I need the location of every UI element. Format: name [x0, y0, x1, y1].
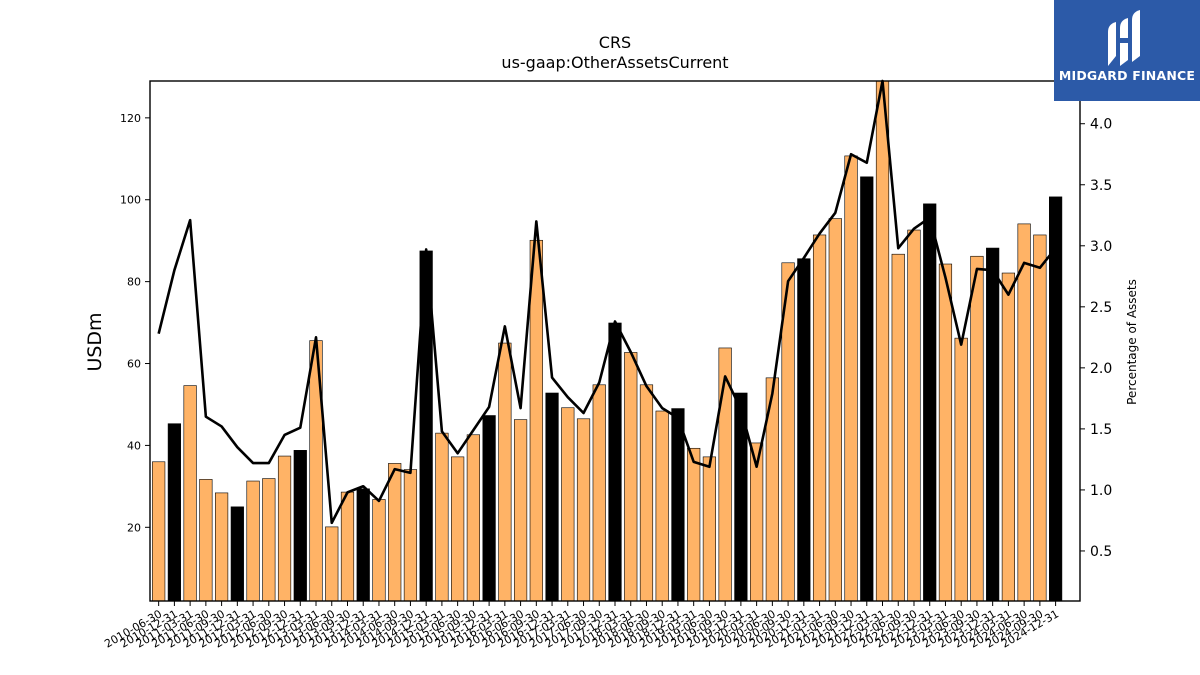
- bar: [938, 263, 953, 602]
- y2-tick-label: 1.0: [1090, 483, 1112, 499]
- bar: [340, 491, 355, 602]
- chart-title: CRS: [599, 33, 631, 52]
- bar: [576, 418, 591, 602]
- bar: [230, 506, 244, 602]
- bars-layer: [152, 80, 1063, 602]
- bar: [372, 499, 386, 602]
- bar: [860, 176, 874, 602]
- bar: [592, 384, 606, 602]
- y2-tick-label: 0.5: [1090, 544, 1112, 560]
- y2-tick-label: 4.0: [1090, 117, 1112, 133]
- bar: [356, 488, 370, 602]
- bar: [1033, 234, 1047, 602]
- y2-tick-label: 3.0: [1090, 239, 1112, 255]
- bar: [986, 247, 1000, 602]
- bar: [277, 455, 292, 602]
- y-tick-label: 100: [120, 194, 141, 207]
- bar: [561, 407, 575, 602]
- bar: [246, 480, 260, 602]
- bar: [183, 385, 197, 602]
- series-line: [157, 79, 1057, 525]
- chart-subtitle: us-gaap:OtherAssetsCurrent: [501, 53, 728, 72]
- bar: [1001, 272, 1015, 602]
- bar: [891, 253, 905, 602]
- bar: [1017, 223, 1031, 602]
- bar: [655, 410, 669, 602]
- bar: [812, 234, 827, 602]
- bar: [435, 432, 449, 602]
- bar: [545, 392, 559, 602]
- bar: [923, 203, 937, 602]
- brand-logo: MIDGARD FINANCE: [1054, 0, 1200, 101]
- bar: [466, 434, 480, 602]
- bar: [702, 456, 717, 602]
- axes-layer: 204060801001200.51.01.52.02.53.03.54.020…: [102, 80, 1112, 651]
- bar: [451, 456, 465, 602]
- bar: [513, 419, 528, 602]
- bar: [970, 255, 984, 602]
- bar: [907, 229, 921, 602]
- y-tick-label: 60: [127, 358, 141, 371]
- bar: [167, 423, 181, 602]
- bar: [482, 415, 496, 602]
- bar: [1049, 196, 1063, 602]
- y-tick-label: 80: [127, 276, 141, 289]
- bar: [608, 322, 622, 602]
- midgard-logo-icon: [1108, 10, 1140, 66]
- brand-name: MIDGARD FINANCE: [1058, 68, 1196, 83]
- bar: [325, 526, 339, 602]
- y-tick-label: 120: [120, 112, 141, 125]
- bar: [687, 447, 701, 602]
- bar: [152, 461, 166, 602]
- y2-axis-label: Percentage of Assets: [1125, 279, 1139, 405]
- bar: [875, 80, 890, 602]
- bar: [215, 492, 229, 602]
- bar: [498, 342, 512, 602]
- y-tick-label: 40: [127, 439, 141, 452]
- line-layer: [157, 79, 1057, 525]
- y2-tick-label: 2.5: [1090, 300, 1112, 316]
- bar: [199, 479, 213, 602]
- bar: [293, 450, 307, 602]
- bar: [954, 337, 968, 602]
- bar: [403, 469, 418, 602]
- bar: [797, 258, 811, 602]
- bar: [262, 478, 276, 602]
- y2-tick-label: 2.0: [1090, 361, 1112, 377]
- y-tick-label: 20: [127, 521, 141, 534]
- bar: [639, 384, 654, 602]
- bar: [529, 239, 543, 602]
- bar: [671, 408, 685, 602]
- bar: [844, 155, 858, 602]
- bar: [624, 352, 638, 602]
- bar: [828, 218, 842, 602]
- bar: [388, 463, 402, 602]
- y2-tick-label: 1.5: [1090, 422, 1112, 438]
- y2-tick-label: 3.5: [1090, 178, 1112, 194]
- y-axis-label: USDm: [84, 312, 106, 371]
